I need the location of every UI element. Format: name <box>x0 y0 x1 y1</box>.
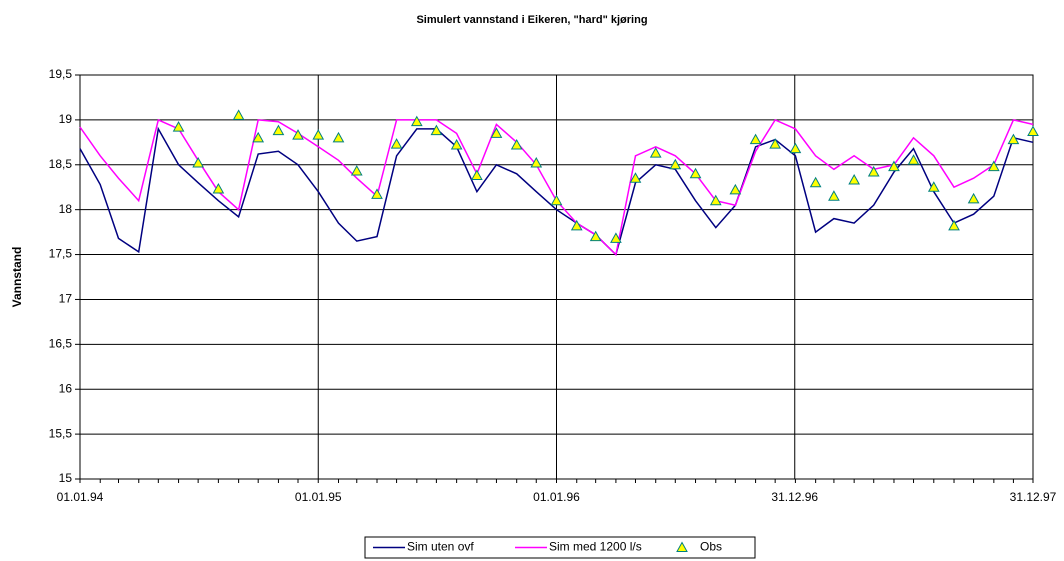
obs-marker <box>312 129 325 140</box>
legend-box <box>364 536 756 559</box>
y-tick-label: 17,5 <box>49 247 73 261</box>
y-tick-label: 15 <box>59 471 73 485</box>
obs-marker <box>1027 125 1039 137</box>
plot-border <box>79 74 1034 480</box>
y-axis-label: Vannstand <box>10 247 24 308</box>
y-tick-label: 16,5 <box>49 337 73 351</box>
obs-marker <box>232 109 245 120</box>
obs-marker <box>789 142 802 154</box>
obs-marker <box>669 158 682 170</box>
y-tick-label: 16 <box>59 381 73 395</box>
obs-marker <box>709 194 722 206</box>
obs-marker <box>192 156 204 168</box>
y-tick-label: 18,5 <box>49 157 73 171</box>
obs-marker <box>828 190 840 201</box>
obs-marker <box>907 154 920 165</box>
obs-marker <box>430 124 443 136</box>
obs-marker <box>848 174 860 185</box>
obs-marker <box>530 156 543 168</box>
y-tick-label: 18 <box>59 202 73 216</box>
series-line <box>79 126 1034 257</box>
chart-title: Simulert vannstand i Eikeren, "hard" kjø… <box>416 14 647 26</box>
x-tick-label: 31.12.96 <box>771 490 818 504</box>
obs-marker <box>550 194 563 206</box>
obs-marker <box>252 131 265 143</box>
obs-marker <box>410 115 423 127</box>
obs-marker <box>967 192 980 204</box>
obs-marker <box>570 219 583 231</box>
legend-label: Sim med 1200 l/s <box>549 540 642 554</box>
y-tick-label: 19 <box>59 112 73 126</box>
obs-marker <box>589 230 602 242</box>
obs-marker <box>867 165 880 177</box>
obs-marker <box>689 167 702 179</box>
obs-marker <box>450 138 463 150</box>
obs-marker <box>729 183 742 195</box>
obs-marker <box>490 127 503 138</box>
obs-marker <box>510 138 523 150</box>
obs-marker <box>987 160 1000 172</box>
x-tick-label: 01.01.95 <box>295 490 342 504</box>
obs-marker <box>927 181 940 192</box>
obs-marker <box>212 182 225 194</box>
legend-swatch <box>676 541 688 552</box>
obs-marker <box>371 188 383 199</box>
obs-marker <box>172 121 185 132</box>
x-tick-label: 01.01.96 <box>533 490 580 504</box>
x-tick-label: 01.01.94 <box>57 490 104 504</box>
x-tick-label: 31.12.97 <box>1010 490 1057 504</box>
legend-label: Obs <box>700 540 722 554</box>
obs-marker <box>1007 133 1020 145</box>
obs-marker <box>749 133 762 145</box>
obs-marker <box>610 232 622 243</box>
legend: Sim uten ovf Sim med 1200 l/s Obs <box>364 536 756 559</box>
obs-marker <box>948 219 960 231</box>
obs-marker <box>272 124 285 136</box>
y-tick-label: 19,5 <box>49 67 73 81</box>
obs-marker <box>809 176 822 188</box>
obs-marker <box>292 129 304 140</box>
obs-marker <box>769 138 782 149</box>
obs-marker <box>471 169 483 181</box>
y-tick-label: 15,5 <box>49 426 73 440</box>
obs-marker <box>888 160 900 172</box>
obs-marker <box>350 165 363 176</box>
obs-marker <box>390 138 403 149</box>
obs-marker <box>649 147 662 158</box>
y-tick-label: 17 <box>59 292 73 306</box>
obs-marker <box>332 131 345 143</box>
legend-label: Sim uten ovf <box>407 540 474 554</box>
obs-marker <box>629 172 642 183</box>
